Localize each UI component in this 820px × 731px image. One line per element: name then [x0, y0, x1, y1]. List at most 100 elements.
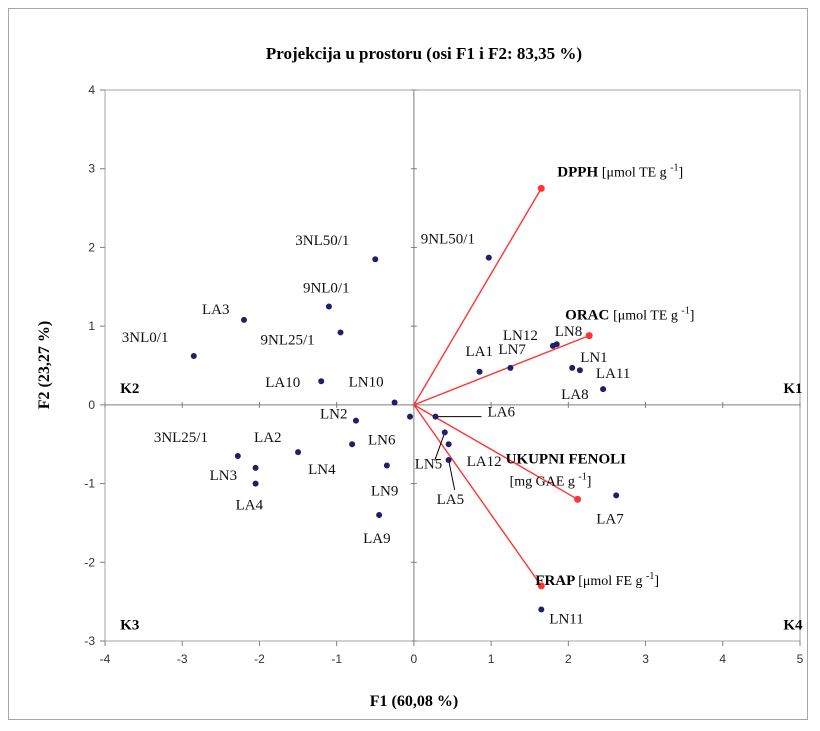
point-label: LN11 [549, 612, 583, 628]
scatter-point [295, 449, 302, 456]
quadrant-label: K1 [783, 381, 802, 397]
vector-line [413, 188, 542, 406]
scatter-point [241, 316, 247, 323]
scatter-point [352, 417, 359, 424]
scatter-point [383, 462, 390, 469]
scatter-point [445, 441, 452, 448]
point-label: LA2 [254, 430, 281, 446]
point-label: LN12 [503, 328, 538, 344]
vector-unit: [mg GAE g -1] [510, 471, 592, 489]
y-tick-label: 3 [88, 162, 95, 176]
scatter-point [613, 492, 620, 499]
point-label: 3NL0/1 [122, 330, 169, 346]
point-label: LA4 [236, 498, 264, 514]
point-label: LA7 [596, 511, 624, 527]
scatter-point [553, 341, 560, 348]
y-tick-label: -3 [84, 634, 95, 648]
scatter-point [318, 378, 325, 385]
scatter-point [441, 429, 448, 436]
y-tick-label: 0 [88, 398, 95, 412]
point-label: LN6 [368, 433, 396, 449]
scatter-point [407, 413, 414, 420]
point-label: LN1 [580, 350, 608, 366]
point-label: LA11 [596, 366, 630, 382]
point-label: LA6 [488, 405, 516, 421]
x-tick-label: -1 [331, 652, 342, 666]
biplot-chart: Projekcija u prostoru (osi F1 i F2: 83,3… [36, 44, 804, 710]
point-label: LA10 [265, 375, 300, 391]
point-leader-line [434, 432, 446, 461]
point-label: 9NL25/1 [261, 332, 315, 348]
scatter-point [325, 303, 332, 310]
vector-endpoint [585, 332, 593, 340]
chart-frame: Projekcija u prostoru (osi F1 i F2: 83,3… [8, 8, 808, 720]
point-label: LA12 [467, 454, 502, 470]
scatter-point [376, 512, 383, 519]
x-tick-label: 4 [719, 652, 726, 666]
vector-name: UKUPNI FENOLI [506, 451, 627, 467]
scatter-point [252, 464, 259, 471]
scatter-point [349, 441, 356, 448]
y-axis-label: F2 (23,27 %) [36, 321, 53, 409]
x-tick-label: 3 [642, 652, 649, 666]
x-tick-label: 0 [411, 652, 418, 666]
vector-endpoint [537, 582, 545, 590]
point-label: LA1 [466, 344, 494, 360]
chart-title: Projekcija u prostoru (osi F1 i F2: 83,3… [266, 44, 582, 63]
scatter-point [372, 256, 379, 263]
scatter-point [576, 367, 583, 374]
x-tick-label: 2 [565, 652, 572, 666]
vector-label: ORAC [μmol TE g -1] [565, 306, 694, 324]
point-label: 9NL0/1 [303, 280, 350, 296]
point-label: LA5 [437, 492, 465, 508]
point-leader-line [448, 459, 456, 491]
scatter-point [569, 364, 576, 371]
scatter-point [538, 606, 545, 613]
vector-endpoint [574, 495, 582, 503]
point-label: LA9 [363, 531, 391, 547]
scatter-point [432, 413, 439, 420]
y-tick-label: 2 [88, 240, 95, 254]
x-tick-label: -4 [100, 652, 111, 666]
vector-line [413, 404, 578, 500]
scatter-point [507, 364, 514, 371]
scatter-point [476, 368, 483, 375]
point-label: LN8 [555, 324, 583, 340]
scatter-point [337, 329, 344, 336]
point-label: LA3 [202, 302, 230, 318]
point-label: 9NL50/1 [421, 232, 475, 248]
scatter-point [445, 456, 452, 463]
x-tick-label: -3 [177, 652, 188, 666]
vector-endpoint [537, 184, 545, 192]
y-tick-label: -1 [84, 477, 95, 491]
scatter-point [600, 386, 607, 393]
scatter-point [485, 254, 492, 261]
scatter-point [391, 399, 398, 406]
vector-label: DPPH [μmol TE g -1] [557, 162, 683, 180]
x-tick-label: -2 [254, 652, 265, 666]
x-axis-label: F1 (60,08 %) [370, 693, 458, 710]
plot-border [104, 89, 801, 642]
x-tick-label: 5 [797, 652, 804, 666]
quadrant-label: K2 [120, 381, 139, 397]
plot-area: -4 -3 -2 -1 0 1 2 3 4 5 -3 -2 -1 0 1 2 3 4 K1 K2 K3 K4 DPPH [μ… [84, 83, 803, 666]
scatter-point [190, 353, 197, 360]
point-label: LN4 [308, 462, 336, 478]
point-label: LN2 [320, 407, 348, 423]
vector-label: FRAP [μmol FE g -1] [535, 571, 659, 589]
point-label: LN3 [210, 468, 238, 484]
point-label: 3NL50/1 [295, 233, 349, 249]
vector-line [413, 404, 542, 587]
point-label: LN10 [349, 374, 384, 390]
y-tick-label: 1 [88, 319, 95, 333]
y-tick-label: 4 [88, 83, 95, 97]
point-label: LN7 [498, 342, 526, 358]
point-label: LA8 [561, 387, 589, 403]
point-label: LN9 [371, 483, 399, 499]
scatter-point [252, 480, 259, 487]
y-tick-label: -2 [84, 555, 95, 569]
scatter-point [234, 453, 241, 460]
quadrant-label: K3 [120, 617, 139, 633]
x-tick-label: 1 [488, 652, 495, 666]
point-label: 3NL25/1 [154, 430, 208, 446]
